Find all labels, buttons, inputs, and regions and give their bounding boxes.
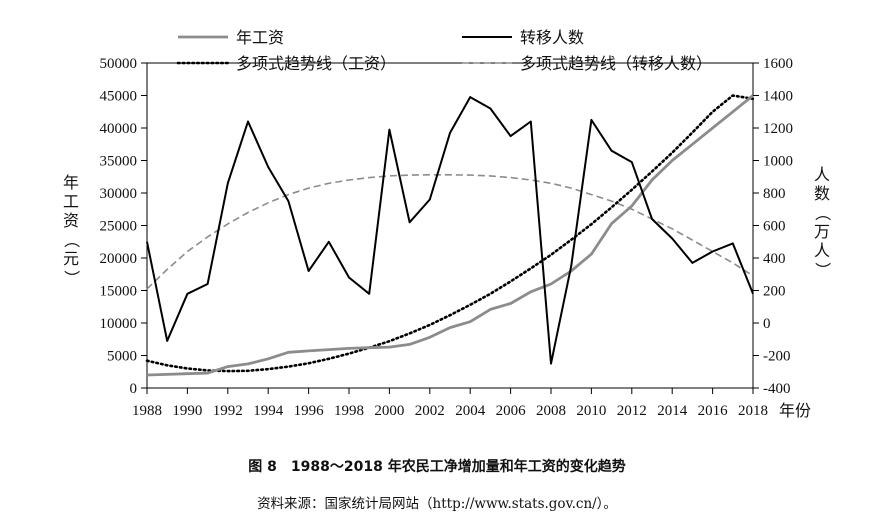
axis-title-char: （ (813, 205, 832, 221)
x-tick-label: 1998 (334, 403, 364, 419)
x-tick-label: 1988 (132, 403, 162, 419)
y-right-tick-label: 1400 (763, 89, 793, 105)
x-tick-label: 2004 (455, 403, 486, 419)
axis-title-char: 工 (63, 192, 79, 211)
axis-title-char: 人 (814, 165, 830, 184)
y-right-tick-label: 400 (763, 251, 786, 267)
y-left-tick-label: 50000 (100, 56, 138, 72)
x-tick-label: 2014 (657, 403, 688, 419)
series-line-3 (146, 174, 754, 290)
axis-layer: 1988 1990 1992 1994 1996 1998 2000 2002 2004 2006… (100, 56, 794, 419)
right-axis-title: 人数（万人） (813, 165, 832, 278)
x-tick-label: 2012 (617, 403, 647, 419)
y-left-tick-label: 40000 (100, 121, 138, 137)
series-line-2 (145, 94, 755, 373)
legend-label: 多项式趋势线（转移人数） (520, 54, 712, 73)
series-line-1 (146, 96, 754, 365)
y-left-tick-label: 20000 (100, 251, 138, 267)
y-right-tick-label: 1000 (763, 154, 793, 170)
y-left-tick-label: 35000 (100, 154, 138, 170)
y-right-tick-label: 200 (763, 284, 786, 300)
axis-title-char: 数 (814, 184, 830, 203)
axis-title-char: 资 (63, 211, 79, 230)
y-left-tick-label: 15000 (100, 284, 138, 300)
source-note: 资料来源：国家统计局网站（http://www.stats.gov.cn/）。 (257, 496, 617, 512)
x-tick-label: 2018 (738, 403, 768, 419)
left-axis-title: 年工资 （元 ） (62, 173, 81, 286)
x-axis-title: 年份 (779, 401, 811, 420)
x-tick-label: 2002 (415, 403, 445, 419)
y-left-tick-label: 45000 (100, 89, 138, 105)
plot-frame (146, 62, 754, 389)
y-right-tick-label: 1600 (763, 56, 793, 72)
y-right-tick-label: 600 (763, 219, 786, 235)
x-tick-label: 1992 (213, 403, 243, 419)
figure-caption: 图 8 1988～2018 年农民工净增加量和年工资的变化趋势 (248, 459, 626, 475)
x-tick-label: 1994 (253, 403, 284, 419)
series-line-0 (146, 94, 754, 377)
x-tick-label: 2000 (374, 403, 404, 419)
axis-title-char: 人 (814, 241, 830, 260)
legend-label: 年工资 (236, 28, 284, 47)
x-tick-label: 2008 (536, 403, 566, 419)
axis-title-char: ） (813, 262, 832, 278)
legend-label: 转移人数 (520, 28, 584, 47)
y-left-tick-label: 5000 (107, 349, 137, 365)
x-tick-label: 2016 (698, 403, 729, 419)
y-left-tick-label: 0 (130, 381, 138, 397)
y-right-tick-label: 1200 (763, 121, 793, 137)
y-left-tick-label: 10000 (100, 316, 138, 332)
axis-title-char: 元 (63, 249, 79, 268)
axis-title-char: （ (62, 232, 81, 248)
x-tick-label: 1996 (294, 403, 325, 419)
series-layer (145, 94, 755, 377)
legend-label: 多项式趋势线（工资） (236, 54, 396, 73)
axis-title-char: 年 (63, 173, 79, 192)
y-right-tick-label: 0 (763, 316, 771, 332)
x-tick-label: 2006 (496, 403, 527, 419)
y-right-tick-label: 800 (763, 186, 786, 202)
y-left-tick-label: 30000 (100, 186, 138, 202)
y-right-tick-label: -200 (763, 349, 791, 365)
axis-title-char: 万 (814, 222, 830, 241)
x-tick-label: 1990 (172, 403, 202, 419)
y-right-tick-label: -400 (763, 381, 791, 397)
axis-title-char: ） (62, 270, 81, 286)
chart: 1988 1990 1992 1994 1996 1998 2000 2002 2004 2006… (62, 28, 832, 420)
y-left-tick-label: 25000 (100, 219, 138, 235)
x-tick-label: 2010 (576, 403, 606, 419)
